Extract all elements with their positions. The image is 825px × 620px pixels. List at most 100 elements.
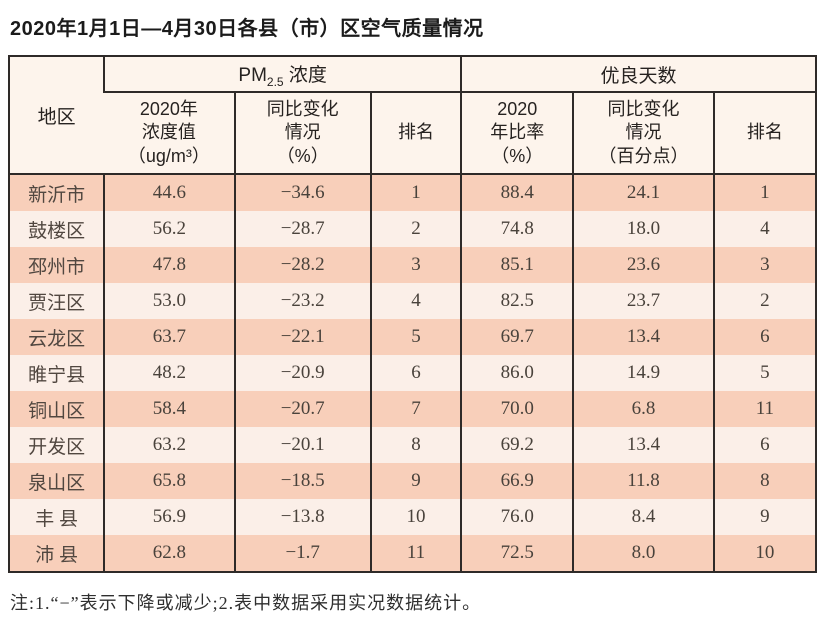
value-cell: 13.4 [572,319,714,355]
value-cell: 23.7 [572,283,714,319]
value-cell: 11 [369,535,462,572]
table-row: 新沂市 44.6 −34.6 1 88.4 24.1 1 [9,174,816,211]
value-cell: 63.7 [103,319,235,355]
air-quality-table: 地区 PM2.5 浓度 优良天数 2020年 浓度值 （ug/m³） 同比变化 … [8,55,817,573]
concentration-header: 2020年 浓度值 （ug/m³） [104,92,235,175]
value-cell: −22.1 [233,319,371,355]
value-cell: 62.8 [103,535,235,572]
region-cell: 丰 县 [9,499,105,535]
value-cell: 2 [369,211,462,247]
table-row: 泉山区 65.8 −18.5 9 66.9 11.8 8 [9,463,816,499]
region-cell: 泉山区 [9,463,105,499]
value-cell: 88.4 [460,174,574,211]
value-cell: 85.1 [460,247,574,283]
value-cell: 53.0 [103,283,235,319]
table-header: 地区 PM2.5 浓度 优良天数 2020年 浓度值 （ug/m³） 同比变化 … [9,56,816,175]
good-days-group-header: 优良天数 [460,56,816,93]
region-cell: 开发区 [9,427,105,463]
value-cell: 8.0 [572,535,714,572]
table-row: 丰 县 56.9 −13.8 10 76.0 8.4 9 [9,499,816,535]
value-cell: −23.2 [233,283,371,319]
value-cell: 6 [712,427,816,463]
value-cell: 3 [369,247,462,283]
value-cell: −28.7 [233,211,371,247]
value-cell: 7 [369,391,462,427]
value-cell: 1 [369,174,462,211]
value-cell: 11.8 [572,463,714,499]
value-cell: 8 [712,463,816,499]
footnote: 注:1.“−”表示下降或减少;2.表中数据采用实况数据统计。 [10,593,482,613]
region-cell: 新沂市 [9,174,105,211]
table-row: 云龙区 63.7 −22.1 5 69.7 13.4 6 [9,319,816,355]
value-cell: −20.1 [233,427,371,463]
pm25-change-header: 同比变化 情况 （%） [233,92,371,175]
value-cell: 2 [712,283,816,319]
value-cell: 47.8 [103,247,235,283]
value-cell: −28.2 [233,247,371,283]
value-cell: −13.8 [233,499,371,535]
region-cell: 贾汪区 [9,283,105,319]
ratio-header: 2020 年比率 （%） [460,92,574,175]
table-row: 鼓楼区 56.2 −28.7 2 74.8 18.0 4 [9,211,816,247]
good-days-rank-header: 排名 [712,92,816,175]
group-header-row: 地区 PM2.5 浓度 优良天数 [9,56,816,175]
value-cell: 8.4 [572,499,714,535]
value-cell: 9 [369,463,462,499]
table-row: 贾汪区 53.0 −23.2 4 82.5 23.7 2 [9,283,816,319]
value-cell: 44.6 [103,174,235,211]
value-cell: 48.2 [103,355,235,391]
value-cell: 56.9 [103,499,235,535]
value-cell: 18.0 [572,211,714,247]
value-cell: 23.6 [572,247,714,283]
table-row: 开发区 63.2 −20.1 8 69.2 13.4 6 [9,427,816,463]
pm25-rank-header: 排名 [369,92,462,175]
value-cell: 4 [712,211,816,247]
table-body: 新沂市 44.6 −34.6 1 88.4 24.1 1 鼓楼区 56.2 −28.7 2 74.8 1… [9,174,816,572]
value-cell: −34.6 [233,174,371,211]
table-row: 邳州市 47.8 −28.2 3 85.1 23.6 3 [9,247,816,283]
region-cell: 睢宁县 [9,355,105,391]
value-cell: 5 [369,319,462,355]
value-cell: 76.0 [460,499,574,535]
value-cell: 58.4 [103,391,235,427]
region-column-header: 地区 [9,56,105,175]
good-days-change-header: 同比变化 情况 （百分点） [572,92,714,175]
value-cell: −20.7 [233,391,371,427]
value-cell: 14.9 [572,355,714,391]
value-cell: 69.2 [460,427,574,463]
value-cell: 66.9 [460,463,574,499]
region-cell: 沛 县 [9,535,105,572]
value-cell: 86.0 [460,355,574,391]
value-cell: 70.0 [460,391,574,427]
value-cell: −20.9 [233,355,371,391]
region-cell: 云龙区 [9,319,105,355]
table-row: 铜山区 58.4 −20.7 7 70.0 6.8 11 [9,391,816,427]
value-cell: 13.4 [572,427,714,463]
value-cell: 56.2 [103,211,235,247]
value-cell: −18.5 [233,463,371,499]
value-cell: −1.7 [233,535,371,572]
value-cell: 69.7 [460,319,574,355]
value-cell: 8 [369,427,462,463]
value-cell: 72.5 [460,535,574,572]
table-row: 睢宁县 48.2 −20.9 6 86.0 14.9 5 [9,355,816,391]
value-cell: 74.8 [460,211,574,247]
sub-header-row: 2020年 浓度值 （ug/m³） 同比变化 情况 （%） 排名 2020 年比… [9,92,816,175]
region-cell: 鼓楼区 [9,211,105,247]
value-cell: 4 [369,283,462,319]
value-cell: 3 [712,247,816,283]
region-cell: 铜山区 [9,391,105,427]
pm25-group-header: PM2.5 浓度 [103,56,462,93]
table-row: 沛 县 62.8 −1.7 11 72.5 8.0 10 [9,535,816,572]
page-title: 2020年1月1日—4月30日各县（市）区空气质量情况 [10,18,484,40]
value-cell: 10 [369,499,462,535]
value-cell: 5 [712,355,816,391]
value-cell: 6.8 [572,391,714,427]
value-cell: 1 [712,174,816,211]
region-cell: 邳州市 [9,247,105,283]
value-cell: 11 [712,391,816,427]
value-cell: 65.8 [103,463,235,499]
value-cell: 63.2 [103,427,235,463]
value-cell: 10 [712,535,816,572]
